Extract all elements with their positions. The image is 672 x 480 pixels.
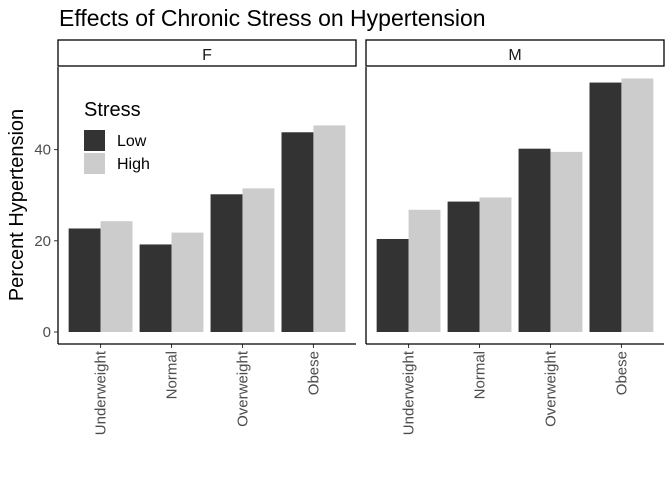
- chart-title: Effects of Chronic Stress on Hypertensio…: [59, 5, 486, 31]
- bar-high-obese: [313, 125, 346, 332]
- x-tick-label: Overweight: [542, 350, 559, 427]
- y-tick-label: 0: [43, 324, 51, 341]
- bar-low-obese: [589, 82, 622, 333]
- bar-high-overweight: [242, 188, 275, 332]
- x-tick-label: Underweight: [401, 350, 418, 435]
- y-tick-label: 40: [34, 142, 51, 159]
- legend-label-high: High: [117, 156, 150, 173]
- bar-low-overweight: [518, 148, 551, 332]
- x-tick-label: Underweight: [93, 350, 110, 435]
- x-tick-label: Obese: [305, 351, 322, 395]
- y-axis-title: Percent Hypertension: [6, 109, 28, 301]
- panel-m: M Underweight Normal Overweight Obese: [365, 39, 665, 435]
- bar-high-normal: [479, 197, 512, 332]
- facet-strip: [57, 39, 357, 67]
- bar-high-underweight: [100, 221, 133, 332]
- legend: Stress Low High: [84, 99, 150, 174]
- x-tick-label: Obese: [613, 351, 630, 395]
- bar-high-obese: [621, 78, 654, 333]
- facet-strip: [365, 39, 665, 67]
- panel-f: F Underweight Normal Overweight Obese 0 20 40: [34, 39, 357, 435]
- facet-label: F: [202, 47, 212, 64]
- bar-low-normal: [139, 244, 172, 332]
- bar-low-underweight: [376, 238, 409, 332]
- bar-low-obese: [281, 132, 314, 332]
- x-tick-label: Normal: [472, 351, 489, 399]
- x-tick-label: Normal: [164, 351, 181, 399]
- x-tick-label: Overweight: [234, 350, 251, 427]
- legend-title: Stress: [84, 99, 141, 121]
- bar-high-underweight: [408, 209, 441, 332]
- bar-high-normal: [171, 232, 204, 332]
- bar-high-overweight: [550, 151, 583, 332]
- legend-label-low: Low: [117, 133, 147, 150]
- facet-label: M: [508, 47, 521, 64]
- bar-low-overweight: [210, 194, 243, 332]
- legend-key-low: [84, 130, 105, 151]
- bar-low-underweight: [68, 228, 101, 332]
- y-tick-label: 20: [34, 233, 51, 250]
- bar-low-normal: [447, 201, 480, 332]
- legend-key-high: [84, 153, 105, 174]
- panels: F Underweight Normal Overweight Obese 0 20 40 M U…: [34, 39, 665, 435]
